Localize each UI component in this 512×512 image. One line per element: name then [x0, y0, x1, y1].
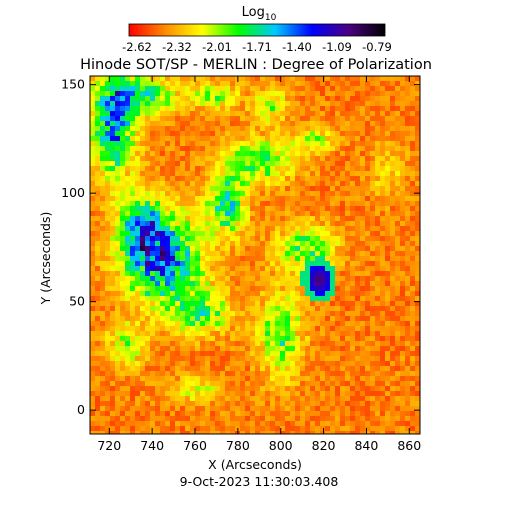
x-axis-label: X (Arcseconds) [208, 457, 302, 472]
polarization-map [90, 76, 420, 434]
y-tick-label: 0 [77, 402, 85, 417]
y-tick-label: 50 [69, 294, 85, 309]
x-tick-label: 760 [183, 438, 207, 453]
x-tick-label: 740 [140, 438, 164, 453]
colorbar-tick-label: -0.79 [362, 40, 392, 54]
x-tick-label: 780 [226, 438, 250, 453]
colorbar-tick-label: -1.09 [322, 40, 352, 54]
colorbar-tick-label: -2.62 [122, 40, 152, 54]
y-tick-label: 150 [61, 77, 85, 92]
plot-frame [89, 75, 421, 435]
y-axis: 0 50 100 150 [61, 77, 420, 417]
colorbar [128, 23, 386, 37]
colorbar-tick-label: -1.71 [242, 40, 272, 54]
x-tick-label: 720 [97, 438, 121, 453]
colorbar-label: Log10 [242, 5, 277, 23]
x-tick-label: 820 [312, 438, 336, 453]
colorbar-ticks: -2.62 -2.32 -2.01 -1.71 -1.40 -1.09 -0.79 [122, 40, 392, 54]
y-tick-label: 100 [61, 185, 85, 200]
timestamp: 9-Oct-2023 11:30:03.408 [180, 474, 339, 489]
x-tick-label: 840 [354, 438, 378, 453]
x-tick-label: 860 [397, 438, 421, 453]
colorbar-tick-label: -2.01 [202, 40, 232, 54]
x-axis: 720 740 760 780 800 820 840 860 [97, 76, 421, 453]
x-tick-label: 800 [269, 438, 293, 453]
colorbar-tick-label: -2.32 [162, 40, 192, 54]
plot-title: Hinode SOT/SP - MERLIN : Degree of Polar… [80, 57, 432, 73]
colorbar-tick-label: -1.40 [282, 40, 312, 54]
y-axis-label: Y (Arcseconds) [38, 212, 53, 306]
